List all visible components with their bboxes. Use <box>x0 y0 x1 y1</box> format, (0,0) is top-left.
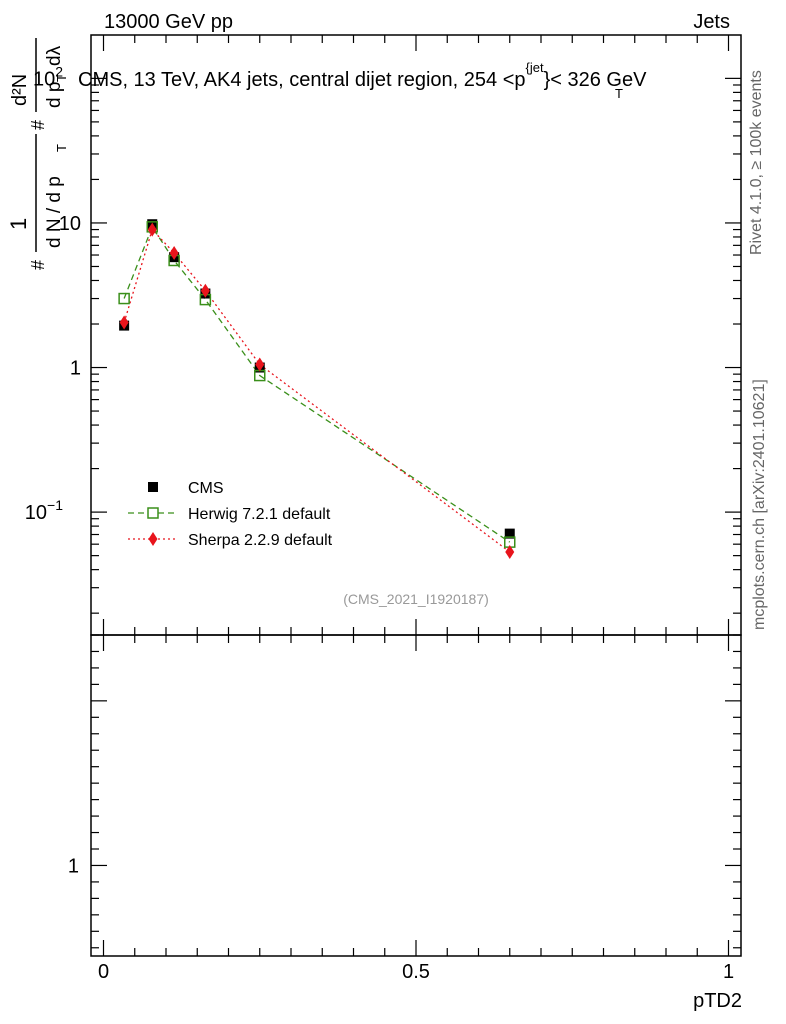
y-label-t-sub-2: T <box>54 74 69 82</box>
sherpa-data-point <box>505 544 515 559</box>
sherpa-data-point <box>147 222 157 237</box>
chart-title: CMS, 13 TeV, AK4 jets, central dijet reg… <box>78 60 647 91</box>
x-axis-label: pTD2 <box>693 990 742 1012</box>
series-line-1 <box>123 225 511 543</box>
legend-label: Herwig 7.2.1 default <box>188 506 331 523</box>
y-tick-label: 10 <box>59 213 81 235</box>
sherpa-data-point <box>119 315 129 330</box>
x-tick-label: 1 <box>723 961 734 983</box>
rivet-version-label: Rivet 4.1.0, ≥ 100k events <box>748 70 765 255</box>
header-category-label: Jets <box>693 11 730 33</box>
header-energy-label: 13000 GeV pp <box>104 11 233 33</box>
sherpa-data-point <box>200 283 210 298</box>
y-tick-label: 1 <box>70 358 81 380</box>
y-tick-label: 10−1 <box>25 497 63 524</box>
y-axis-label: # 1 d N / d p T # d²N d p T dλ <box>6 38 69 270</box>
y-label-one: 1 <box>6 218 31 230</box>
chart-title-tail: }< 326 GeV <box>544 69 648 91</box>
series-lines <box>123 225 511 553</box>
legend-marker-sherpa <box>148 532 158 546</box>
chart-title-sub: T <box>615 86 623 101</box>
mcplots-source-label: mcplots.cern.ch [arXiv:2401.10621] <box>751 379 768 630</box>
y-label-hash-2: # <box>28 120 48 130</box>
sherpa-data-point <box>169 245 179 260</box>
y-label-hash-1: # <box>28 260 48 270</box>
chart-title-main: CMS, 13 TeV, AK4 jets, central dijet reg… <box>78 69 526 91</box>
sherpa-data-point <box>255 357 265 372</box>
legend-marker-herwig <box>147 507 159 519</box>
axes-group: 102 10 1 10−1 0 0.5 1 1 <box>25 35 741 983</box>
legend-label: Sherpa 2.2.9 default <box>188 532 333 549</box>
series-markers <box>118 219 516 559</box>
y-label-dlambda: dλ <box>44 45 65 66</box>
x-tick-label: 0 <box>98 961 109 983</box>
cms-data-point <box>504 528 515 539</box>
y-tick-label: 102 <box>33 63 63 90</box>
legend-marker-cms <box>148 482 158 492</box>
legend: CMS Herwig 7.2.1 default Sherpa 2.2.9 defa… <box>128 480 333 549</box>
chart-title-sup: {jet <box>526 60 544 75</box>
series-line-2 <box>123 228 511 553</box>
herwig-data-point <box>118 292 130 305</box>
analysis-id-label: (CMS_2021_I1920187) <box>343 591 489 607</box>
x-tick-label: 0.5 <box>402 961 430 983</box>
y-label-dn-dpt: d N / d p <box>44 176 65 248</box>
legend-label: CMS <box>188 480 224 497</box>
ratio-y-tick-label: 1 <box>68 855 79 877</box>
ratio-panel-frame <box>90 634 742 957</box>
y-label-dp: d p <box>44 82 65 108</box>
y-label-t-sub-1: T <box>54 144 69 152</box>
y-label-d2n: d²N <box>9 74 31 106</box>
